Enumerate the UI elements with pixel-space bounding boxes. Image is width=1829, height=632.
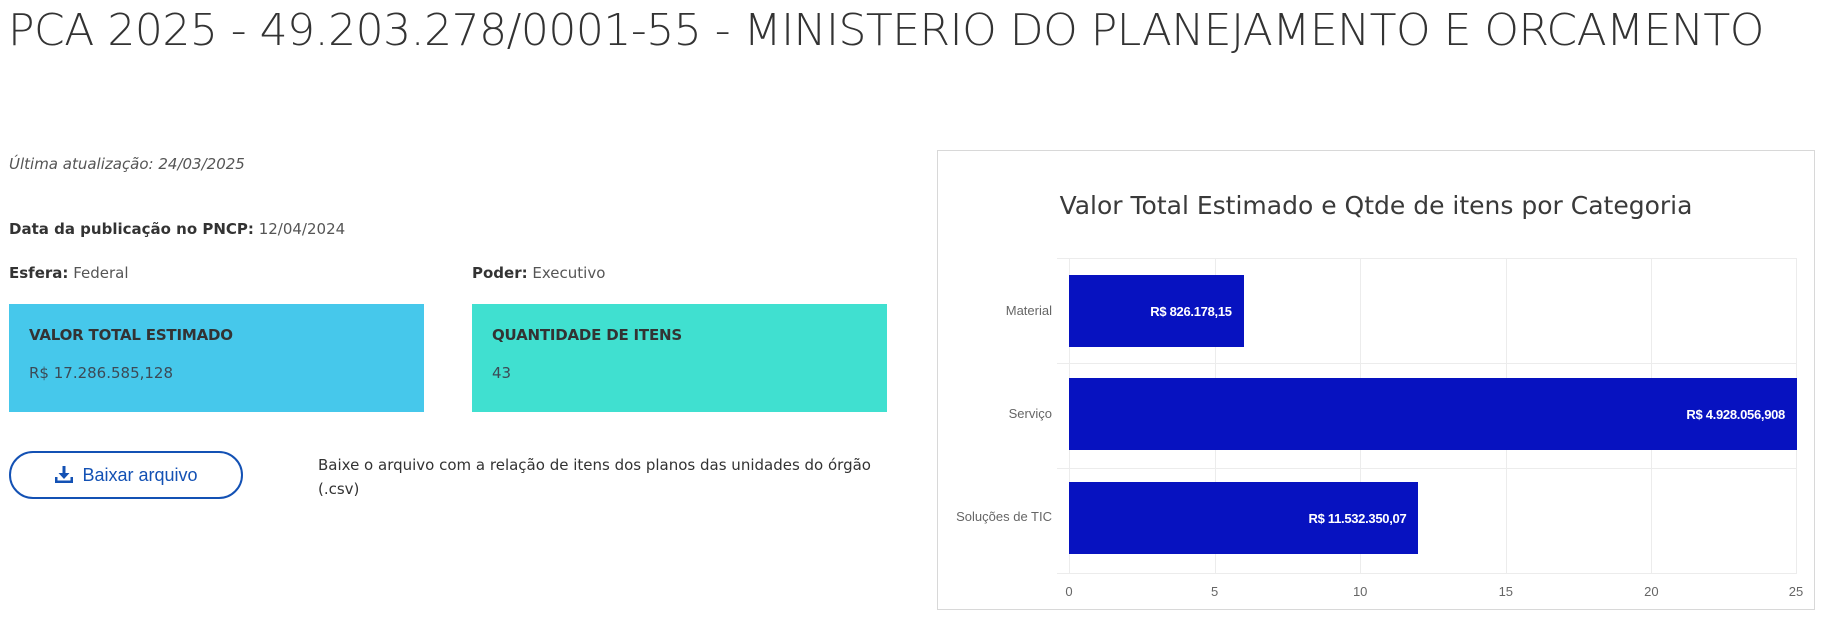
total-value-card: VALOR TOTAL ESTIMADO R$ 17.286.585,128 [9, 304, 424, 412]
category-label-material: Material [1005, 303, 1052, 318]
bar-servico[interactable]: R$ 4.928.056,908 [1069, 378, 1797, 450]
x-tick: 0 [1065, 584, 1073, 599]
esfera-value: Federal [73, 264, 129, 282]
last-update: Última atualização: 24/03/2025 [9, 155, 245, 173]
item-count-label: QUANTIDADE DE ITENS [492, 326, 682, 344]
bar-value-label: R$ 826.178,15 [1150, 303, 1232, 319]
poder: Poder: Executivo [472, 264, 605, 282]
download-icon [55, 466, 74, 483]
item-count-value: 43 [492, 364, 512, 382]
bar-material[interactable]: R$ 826.178,15 [1069, 275, 1244, 347]
download-description: Baixe o arquivo com a relação de itens d… [318, 456, 871, 498]
bar-value-label: R$ 11.532.350,07 [1308, 510, 1407, 526]
category-chart: Valor Total Estimado e Qtde de itens por… [937, 150, 1815, 610]
x-tick: 20 [1644, 584, 1659, 599]
download-button-label: Baixar arquivo [82, 464, 198, 485]
bar-tic[interactable]: R$ 11.532.350,07 [1069, 482, 1419, 554]
x-tick: 10 [1352, 584, 1368, 599]
chart-plot-area: Material Serviço Soluções de TIC R$ 826.… [956, 258, 1803, 599]
bar-value-label: R$ 4.928.056,908 [1686, 406, 1785, 422]
esfera-label: Esfera: [9, 264, 69, 282]
download-file-button[interactable]: Baixar arquivo [9, 451, 243, 499]
gridline [1057, 468, 1797, 469]
publication-date-value: 12/04/2024 [258, 220, 346, 238]
gridline [1057, 258, 1797, 259]
total-value-label: VALOR TOTAL ESTIMADO [29, 326, 233, 344]
gridline [1057, 363, 1797, 364]
total-value-amount: R$ 17.286.585,128 [29, 364, 174, 382]
page-title: PCA 2025 - 49.203.278/0001-55 - MINISTER… [8, 5, 1764, 56]
publication-date: Data da publicação no PNCP: 12/04/2024 [9, 220, 345, 238]
publication-date-label: Data da publicação no PNCP: [9, 220, 254, 238]
esfera: Esfera: Federal [9, 264, 129, 282]
category-label-tic: Soluções de TIC [956, 509, 1052, 524]
item-count-card: QUANTIDADE DE ITENS 43 [472, 304, 887, 412]
x-tick: 5 [1210, 584, 1219, 599]
poder-value: Executivo [532, 264, 606, 282]
x-tick: 15 [1498, 584, 1514, 599]
category-label-servico: Serviço [1008, 406, 1052, 421]
x-tick: 25 [1788, 584, 1804, 599]
poder-label: Poder: [472, 264, 528, 282]
gridline [1057, 573, 1797, 574]
chart-title: Valor Total Estimado e Qtde de itens por… [1059, 191, 1693, 220]
